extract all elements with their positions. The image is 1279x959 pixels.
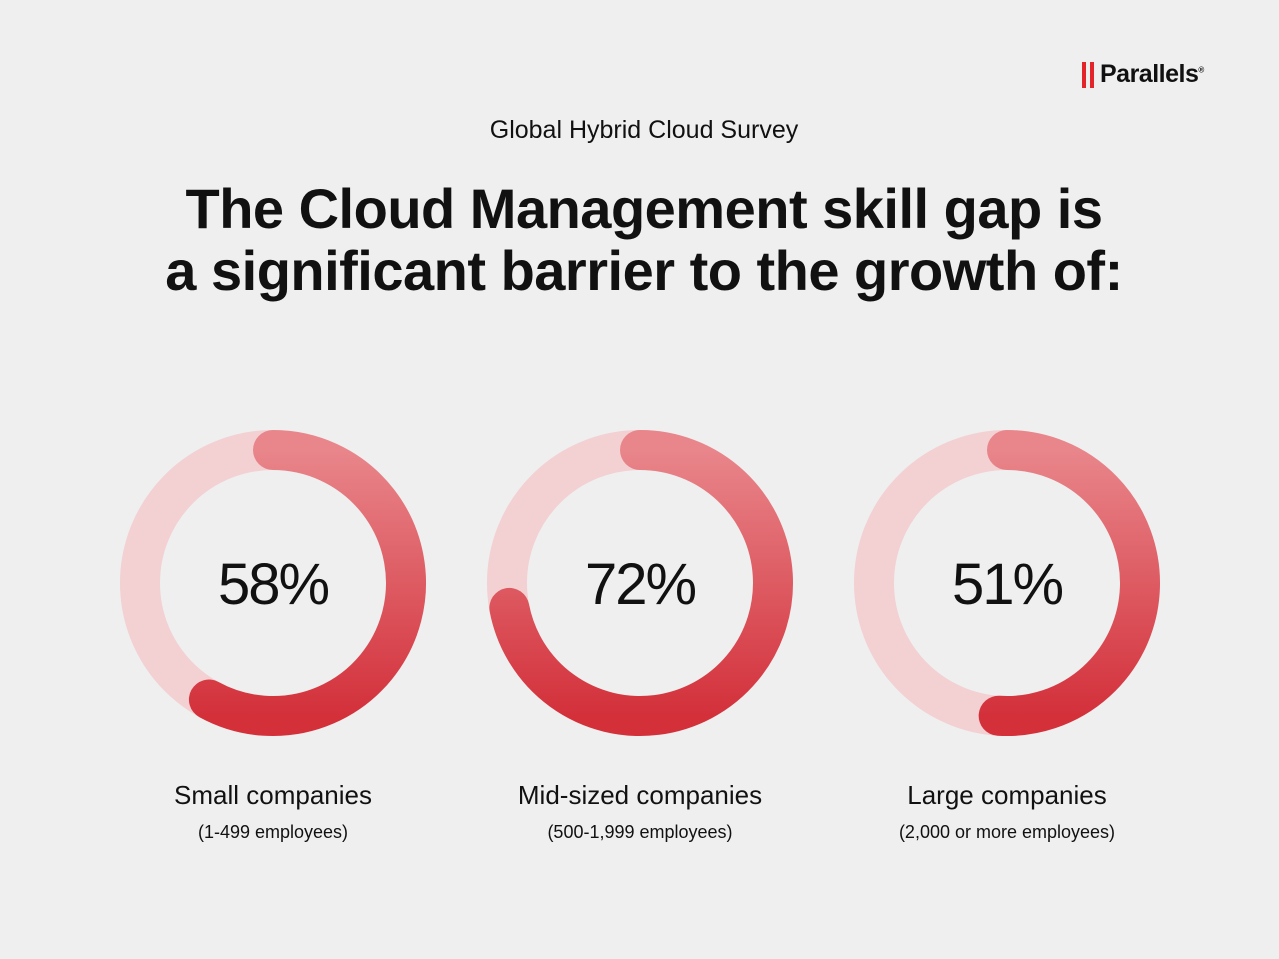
- category-detail: (2,000 or more employees): [898, 822, 1116, 842]
- parallels-bars-icon: [1082, 61, 1094, 88]
- title-line-1: The Cloud Management skill gap is: [185, 177, 1104, 240]
- category-label: Small companies: [174, 780, 372, 810]
- donut-arc-51: [978, 430, 1160, 736]
- parallels-logo: Parallels®: [1082, 60, 1204, 89]
- category-detail: (1-499 employees): [197, 822, 349, 842]
- donut-arc-58: [188, 430, 426, 736]
- category-label: Mid-sized companies: [517, 780, 763, 810]
- title-line-2: a significant barrier to the growth of:: [165, 239, 1123, 302]
- category-detail: (500-1,999 employees): [547, 822, 733, 842]
- brand-mark: ®: [1198, 65, 1204, 75]
- category-label: Large companies: [907, 780, 1107, 810]
- donut-arc-72: [489, 430, 793, 736]
- brand-name: Parallels: [1100, 60, 1199, 88]
- donut-value-label: 51%: [952, 552, 1063, 617]
- page-title: The Cloud Management skill gap is a sign…: [0, 178, 1279, 302]
- donut-value-label: 72%: [585, 552, 696, 617]
- survey-name: Global Hybrid Cloud Survey: [489, 116, 799, 144]
- donut-value-label: 58%: [218, 552, 329, 617]
